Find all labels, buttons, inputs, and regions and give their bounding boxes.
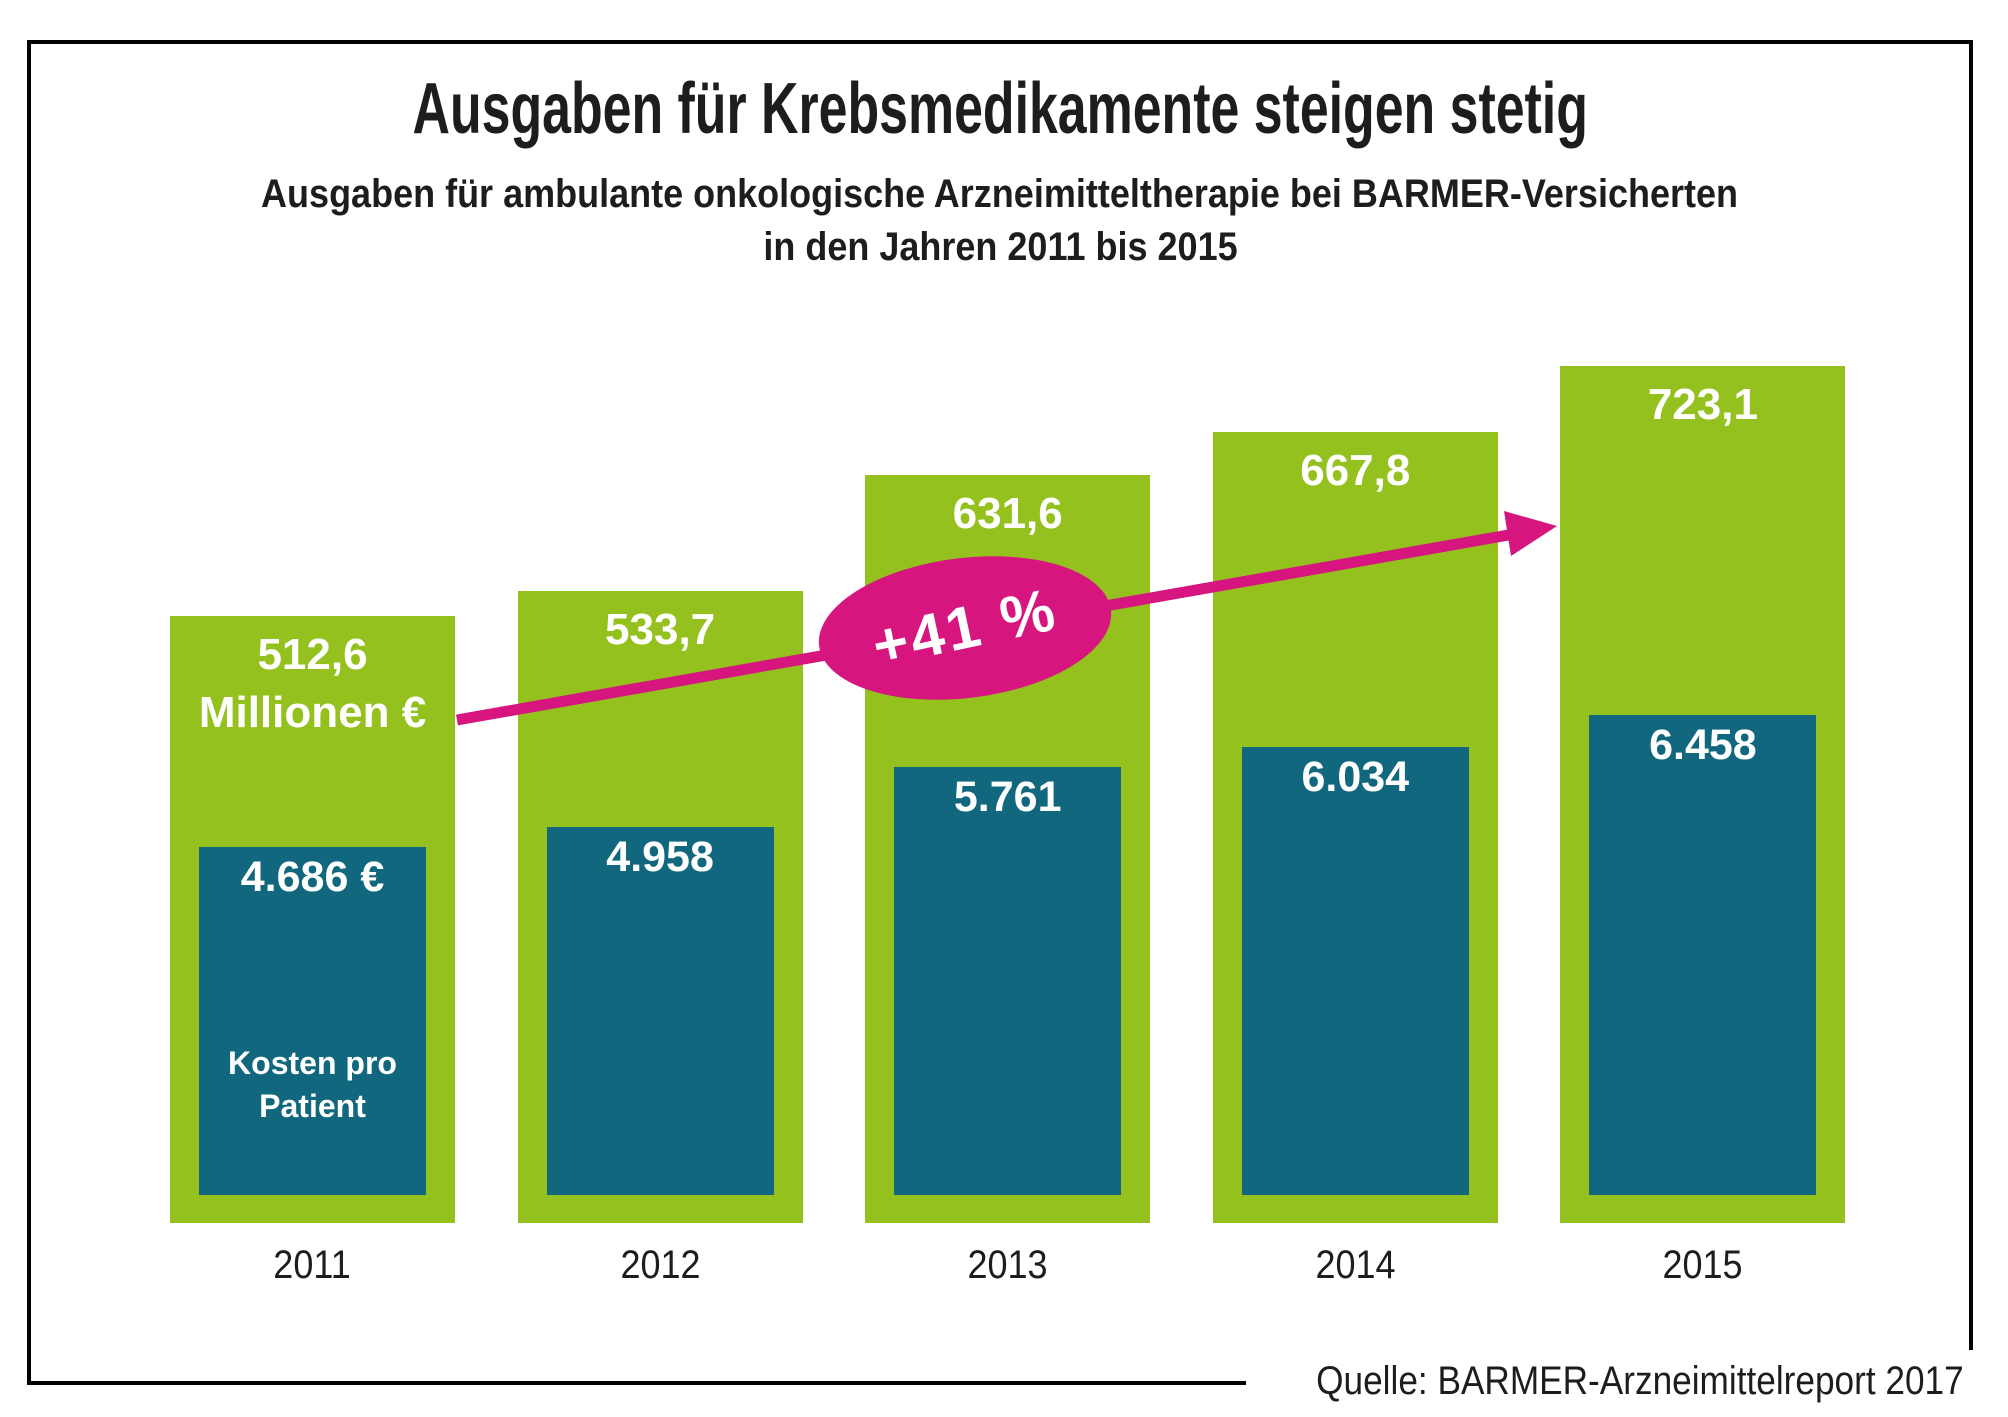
cost-per-patient-value-label: 6.034: [1301, 752, 1410, 801]
year-label-2014: 2014: [1315, 1243, 1396, 1287]
chart-border-frame: [27, 40, 1973, 1385]
cost-per-patient-value-label: 6.458: [1649, 721, 1757, 770]
total-cost-value-label: 512,6 Millionen €: [198, 629, 427, 737]
year-label-2012: 2012: [620, 1243, 701, 1287]
cost-per-patient-bar-2011: 4.686 € Kosten pro Patient: [199, 846, 426, 1195]
cost-per-patient-bar-2014: 6.034: [1241, 746, 1469, 1195]
chart-subtitle: Ausgaben für ambulante onkologische Arzn…: [27, 168, 1973, 274]
subtitle-line-2: in den Jahren 2011 bis 2015: [762, 224, 1238, 269]
cost-per-patient-bar-2012: 4.958: [546, 826, 774, 1195]
total-cost-value-label: 667,8: [1300, 445, 1411, 495]
year-label-2013: 2013: [967, 1243, 1048, 1287]
total-cost-value-label: 631,6: [952, 488, 1063, 538]
total-cost-value-label: 533,7: [605, 604, 716, 654]
page-title: Ausgaben für Krebsmedikamente steigen st…: [27, 68, 1973, 150]
cost-per-patient-caption: Kosten pro Patient: [228, 1044, 397, 1125]
source-text: Quelle: BARMER-Arzneimittelreport 2017: [1316, 1359, 1964, 1403]
subtitle-line-1: Ausgaben für ambulante onkologische Arzn…: [261, 172, 1739, 216]
cost-per-patient-value-label: 4.958: [606, 832, 714, 881]
cost-per-patient-value-label: 4.686 €: [240, 852, 385, 901]
cost-per-patient-value-label: 5.761: [953, 772, 1062, 821]
cost-per-patient-bar-2013: 5.761: [894, 766, 1122, 1195]
year-label-2015: 2015: [1662, 1243, 1743, 1287]
page-title-text: Ausgaben für Krebsmedikamente steigen st…: [412, 69, 1588, 149]
total-cost-value-label: 723,1: [1647, 380, 1758, 430]
year-label-2011: 2011: [273, 1243, 352, 1287]
cost-per-patient-bar-2015: 6.458: [1589, 715, 1817, 1195]
source-label: Quelle: BARMER-Arzneimittelreport 2017: [1246, 1350, 2008, 1412]
